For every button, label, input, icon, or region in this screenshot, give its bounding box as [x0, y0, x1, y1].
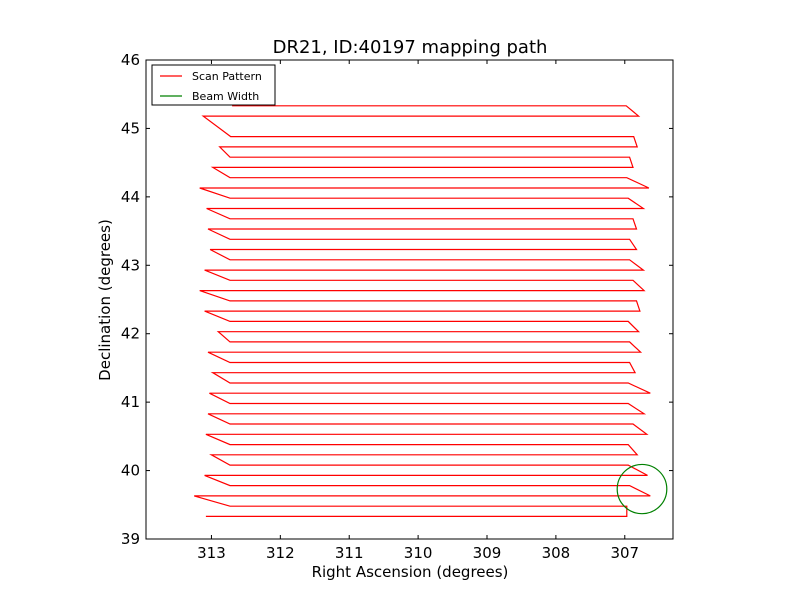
x-tick-label: 313 — [197, 544, 226, 562]
x-tick-label: 312 — [266, 544, 295, 562]
legend-label-beam-width: Beam Width — [192, 90, 259, 103]
y-axis-label: Declination (degrees) — [96, 219, 114, 381]
beam-width-circle — [616, 463, 668, 515]
y-tick-label: 42 — [121, 325, 140, 343]
x-axis-ticks: 313 312 311 310 309 308 307 — [197, 60, 639, 562]
legend-label-scan-pattern: Scan Pattern — [192, 70, 262, 83]
y-tick-label: 40 — [121, 462, 140, 480]
legend: Scan Pattern Beam Width — [151, 64, 276, 106]
plot-area — [145, 59, 674, 540]
y-tick-label: 39 — [121, 530, 140, 548]
x-tick-label: 308 — [542, 544, 571, 562]
chart-title: DR21, ID:40197 mapping path — [273, 37, 548, 58]
data-layer — [194, 105, 668, 518]
x-axis-label: Right Ascension (degrees) — [312, 563, 509, 581]
legend-box — [151, 64, 276, 106]
x-tick-label: 310 — [404, 544, 433, 562]
y-tick-label: 44 — [121, 188, 140, 206]
y-tick-label: 45 — [121, 119, 140, 137]
y-axis-ticks: 39 40 41 42 43 44 45 46 — [121, 51, 673, 548]
plot-frame — [145, 59, 674, 540]
x-tick-label: 309 — [473, 544, 502, 562]
x-tick-label: 307 — [610, 544, 639, 562]
y-tick-label: 43 — [121, 256, 140, 274]
scan-pattern-line — [194, 105, 651, 518]
y-tick-label: 46 — [121, 51, 140, 69]
y-tick-label: 41 — [121, 393, 140, 411]
x-tick-label: 311 — [335, 544, 364, 562]
